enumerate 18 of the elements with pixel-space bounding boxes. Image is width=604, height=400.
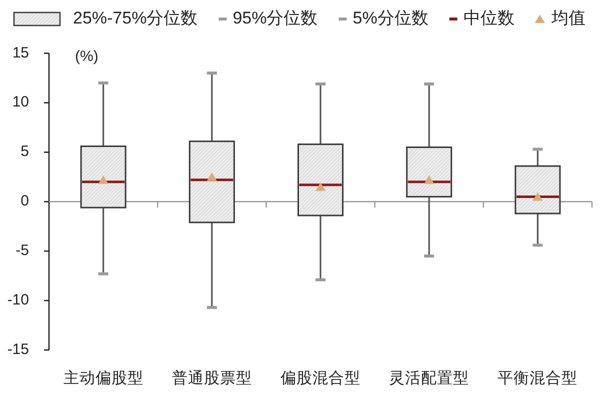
y-tick-label: 10 [12, 94, 29, 111]
x-tick-label: 主动偏股型 [63, 370, 144, 388]
y-axis-title: (%) [75, 48, 98, 65]
legend-label: 25%-75%分位数 [73, 8, 198, 28]
y-tick-label: -10 [7, 292, 29, 309]
x-tick-label: 平衡混合型 [498, 370, 578, 388]
x-tick-label: 普通股票型 [172, 370, 252, 388]
y-tick-label: 0 [20, 192, 29, 210]
y-tick-label: 5 [20, 143, 29, 160]
legend-label: 5%分位数 [352, 8, 428, 28]
x-tick-label: 偏股混合型 [280, 370, 360, 388]
legend-label: 均值 [551, 8, 586, 28]
x-tick-label: 灵活配置型 [389, 370, 470, 388]
legend-label: 中位数 [463, 8, 514, 28]
y-tick-label: 15 [12, 44, 29, 62]
y-tick-label: -15 [7, 340, 29, 358]
legend-label: 95%分位数 [232, 8, 318, 28]
y-tick-label: -5 [16, 242, 29, 260]
